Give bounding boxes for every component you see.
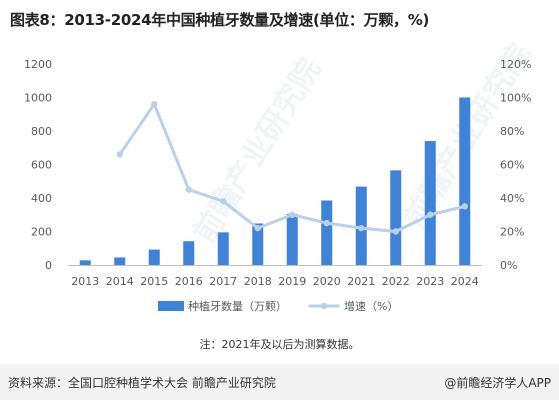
growth-marker [289, 211, 296, 218]
growth-marker [185, 186, 192, 193]
growth-marker [116, 151, 123, 158]
y-left-tick-label: 0 [45, 259, 52, 272]
y-left-tick-label: 1000 [24, 92, 52, 105]
x-tick-label: 2013 [71, 275, 99, 288]
y-right-tick-label: 100% [500, 92, 531, 105]
x-axis: 2013 2014 2015 2016 2017 2018 2019 2020 2021 2022… [71, 275, 479, 288]
bar [79, 260, 91, 265]
bar [148, 249, 160, 265]
x-tick-label: 2015 [140, 275, 168, 288]
growth-marker [392, 228, 399, 235]
y-right-tick-label: 0% [500, 259, 517, 272]
y-left-tick-label: 400 [31, 192, 52, 205]
growth-marker [220, 198, 227, 205]
growth-marker [358, 224, 365, 232]
y-axis-left: 0 200 400 600 800 1000 1200 [24, 58, 52, 272]
growth-markers [116, 101, 468, 235]
x-tick-label: 2024 [451, 275, 479, 288]
bar [424, 141, 436, 265]
y-left-tick-label: 1200 [24, 58, 52, 71]
growth-marker [323, 219, 330, 227]
growth-marker [151, 101, 158, 108]
x-tick-label: 2023 [416, 275, 444, 288]
legend: 种植牙数量（万颗） 增速（%） [158, 299, 398, 313]
legend-line-label: 增速（%） [344, 299, 398, 313]
bar [286, 213, 298, 265]
brand-text: @前瞻经济学人APP [444, 376, 551, 390]
legend-line-marker [320, 302, 328, 310]
y-left-tick-label: 200 [31, 226, 52, 239]
footer-bar: 资料来源：全国口腔种植学术大会 前瞻产业研究院 @前瞻经济学人APP [0, 365, 559, 400]
x-tick-label: 2014 [106, 275, 134, 288]
y-right-tick-label: 120% [500, 58, 531, 71]
bar [459, 97, 471, 265]
legend-bar-label: 种植牙数量（万颗） [188, 299, 287, 313]
bar [252, 223, 264, 265]
bar [217, 232, 229, 265]
bar [390, 170, 402, 265]
y-right-tick-label: 40% [500, 192, 524, 205]
source-text: 资料来源：全国口腔种植学术大会 前瞻产业研究院 [8, 376, 276, 390]
legend-bar-swatch [158, 301, 184, 311]
y-right-tick-label: 60% [500, 159, 524, 172]
x-tick-label: 2020 [313, 275, 341, 288]
x-tick-label: 2019 [278, 275, 306, 288]
chart-note: 注：2021年及以后为测算数据。 [199, 338, 360, 351]
growth-marker [427, 211, 434, 218]
y-right-tick-label: 20% [500, 226, 524, 239]
y-left-tick-label: 800 [31, 125, 52, 138]
bar [114, 257, 126, 265]
bar [183, 241, 195, 265]
x-tick-label: 2018 [244, 275, 272, 288]
x-tick-label: 2016 [175, 275, 203, 288]
growth-marker [254, 224, 261, 232]
chart-title: 图表8：2013-2024年中国种植牙数量及增速(单位：万颗，%) [10, 11, 430, 29]
y-axis-right: 0% 20% 40% 60% 80% 100% 120% [500, 58, 531, 272]
x-tick-label: 2022 [382, 275, 410, 288]
growth-marker [461, 203, 468, 210]
y-right-tick-label: 80% [500, 125, 524, 138]
x-tick-label: 2021 [347, 275, 375, 288]
x-tick-label: 2017 [209, 275, 237, 288]
y-left-tick-label: 600 [31, 159, 52, 172]
bar [321, 200, 333, 265]
